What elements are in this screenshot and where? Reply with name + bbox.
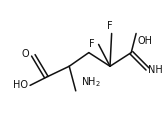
Text: OH: OH — [138, 35, 153, 46]
Text: F: F — [89, 39, 95, 49]
Text: O: O — [22, 49, 29, 59]
Text: NH$_2$: NH$_2$ — [81, 76, 101, 89]
Text: F: F — [107, 21, 113, 31]
Text: NH: NH — [148, 65, 163, 75]
Text: HO: HO — [13, 80, 28, 90]
